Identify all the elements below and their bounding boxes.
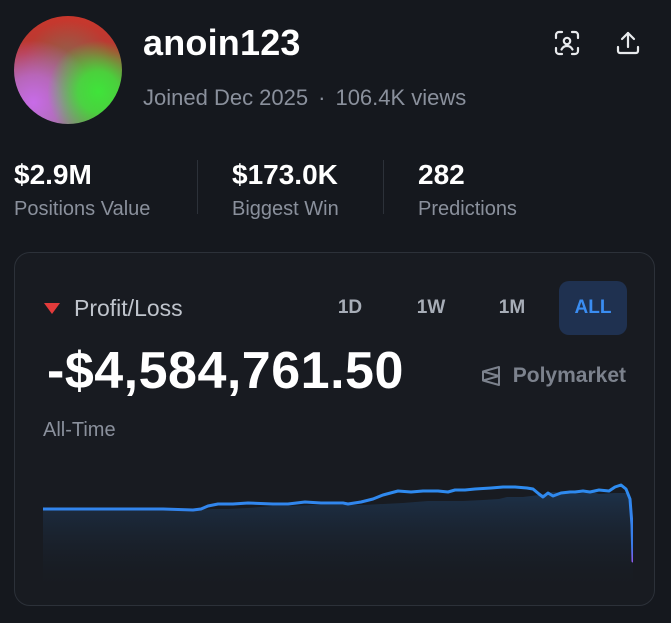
stat-divider bbox=[383, 160, 384, 214]
username: anoin123 bbox=[143, 22, 301, 63]
stat-label: Positions Value bbox=[14, 198, 151, 220]
joined-date: Joined Dec 2025 bbox=[143, 85, 309, 110]
share-button[interactable] bbox=[612, 27, 644, 59]
brand-name: Polymarket bbox=[512, 364, 626, 387]
polymarket-brand: Polymarket bbox=[479, 364, 626, 388]
polymarket-logo-icon bbox=[481, 366, 500, 386]
tab-1w[interactable]: 1W bbox=[416, 297, 446, 318]
time-range-label: All-Time bbox=[43, 419, 116, 441]
stat-label: Biggest Win bbox=[232, 198, 339, 220]
profit-loss-value: -$4,584,761.50 bbox=[47, 342, 404, 400]
meta-separator: · bbox=[318, 85, 326, 110]
profit-loss-label: Profit/Loss bbox=[74, 295, 183, 321]
stat-predictions: 282 Predictions bbox=[418, 158, 517, 221]
stat-value: 282 bbox=[418, 159, 465, 190]
down-triangle-icon bbox=[44, 303, 60, 314]
stat-positions-value: $2.9M Positions Value bbox=[14, 158, 150, 221]
profit-loss-card: Profit/Loss 1D 1W 1M ALL -$4,584,761.50 … bbox=[14, 252, 655, 606]
stat-value: $2.9M bbox=[14, 159, 92, 190]
chart-line bbox=[43, 483, 633, 563]
scan-person-icon bbox=[554, 30, 580, 56]
profit-loss-header: Profit/Loss bbox=[44, 295, 183, 322]
stat-label: Predictions bbox=[418, 198, 517, 220]
stat-value: $173.0K bbox=[232, 159, 338, 190]
profit-loss-chart bbox=[43, 483, 633, 585]
avatar bbox=[14, 16, 122, 124]
tab-1m[interactable]: 1M bbox=[498, 297, 526, 318]
stat-divider bbox=[197, 160, 198, 214]
scan-profile-button[interactable] bbox=[551, 27, 583, 59]
profile-meta: Joined Dec 2025 · 106.4K views bbox=[143, 85, 466, 111]
share-upload-icon bbox=[616, 31, 640, 55]
chart-area bbox=[43, 492, 633, 585]
timeframe-tabs: 1D 1W 1M ALL bbox=[15, 281, 654, 335]
stat-biggest-win: $173.0K Biggest Win bbox=[232, 158, 339, 221]
tab-1d[interactable]: 1D bbox=[337, 297, 363, 318]
tab-all[interactable]: ALL bbox=[559, 281, 627, 335]
view-count: 106.4K views bbox=[335, 85, 467, 110]
